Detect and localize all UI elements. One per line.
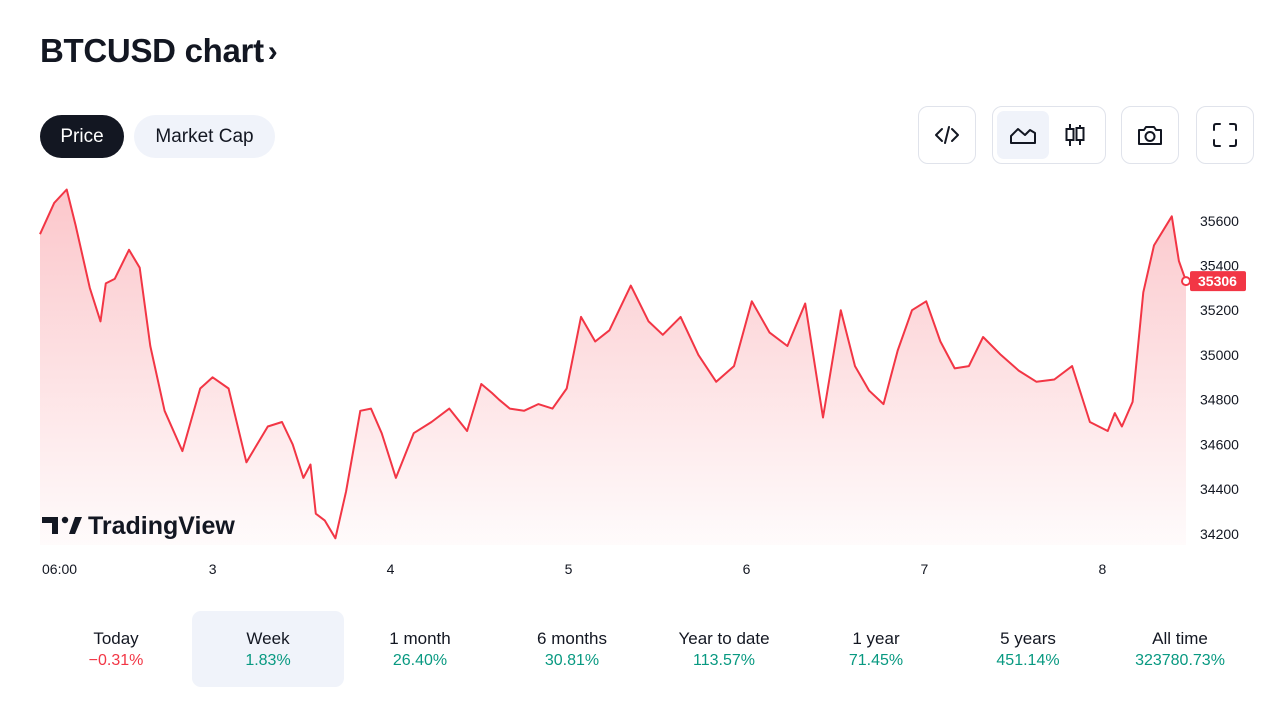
period-label: 5 years: [1000, 628, 1056, 648]
period-change: 451.14%: [996, 651, 1060, 669]
period-6-months[interactable]: 6 months 30.81%: [496, 611, 648, 687]
x-tick-label: 7: [921, 561, 929, 577]
period-change: 1.83%: [245, 651, 291, 669]
y-axis: 34200 34400 34600 34800 35000 35200 35400 35600: [1200, 213, 1239, 542]
x-tick-label: 06:00: [42, 561, 77, 577]
x-tick-label: 6: [743, 561, 751, 577]
x-tick-label: 5: [565, 561, 573, 577]
y-tick-label: 35200: [1200, 302, 1239, 318]
period-all-time[interactable]: All time 323780.73%: [1104, 611, 1256, 687]
fullscreen-button[interactable]: [1196, 106, 1254, 164]
period-change: 30.81%: [544, 651, 600, 669]
last-price-dot: [1181, 276, 1191, 287]
period-change: −0.31%: [88, 651, 144, 669]
period-label: 1 month: [389, 628, 451, 648]
last-price-badge: 35306: [1190, 271, 1246, 292]
candlestick-icon: [1065, 124, 1085, 146]
fullscreen-icon: [1213, 123, 1237, 147]
period-today[interactable]: Today −0.31%: [40, 611, 192, 687]
x-axis: 06:00 3 4 5 6 7 8: [42, 561, 1106, 577]
period-label: Week: [246, 628, 290, 648]
area-chart-button[interactable]: [997, 111, 1049, 159]
tradingview-logo-mark: [42, 516, 82, 534]
chevron-right-icon: ›: [267, 35, 278, 68]
period-1-year[interactable]: 1 year 71.45%: [800, 611, 952, 687]
period-label: 6 months: [537, 628, 607, 648]
period-selector: Today −0.31% Week 1.83% 1 month 26.40% 6 mo…: [40, 611, 1256, 687]
chart-title: BTCUSD chart: [40, 32, 264, 69]
period-1-month[interactable]: 1 month 26.40%: [344, 611, 496, 687]
tradingview-logo-text: TradingView: [88, 512, 235, 540]
period-year-to-date[interactable]: Year to date 113.57%: [648, 611, 800, 687]
period-change: 26.40%: [392, 651, 448, 669]
code-icon: [935, 126, 959, 144]
y-tick-label: 34600: [1200, 436, 1239, 452]
y-tick-label: 34800: [1200, 392, 1239, 408]
period-label: Today: [93, 628, 139, 648]
candles-chart-button[interactable]: [1049, 111, 1101, 159]
x-tick-label: 3: [209, 561, 217, 577]
y-tick-label: 34200: [1200, 526, 1239, 542]
period-5-years[interactable]: 5 years 451.14%: [952, 611, 1104, 687]
x-tick-label: 8: [1098, 561, 1106, 577]
period-label: 1 year: [852, 628, 900, 648]
chart-style-switcher: [992, 106, 1106, 164]
period-change: 71.45%: [848, 651, 904, 669]
y-tick-label: 35600: [1200, 213, 1239, 229]
camera-icon: [1138, 126, 1162, 145]
embed-button[interactable]: [918, 106, 976, 164]
y-tick-label: 34400: [1200, 481, 1239, 497]
tab-market-cap[interactable]: Market Cap: [134, 115, 275, 158]
area-chart-icon: [1010, 128, 1036, 144]
snapshot-button[interactable]: [1121, 106, 1179, 164]
tab-price[interactable]: Price: [40, 115, 124, 158]
tradingview-logo[interactable]: TradingView: [42, 512, 235, 540]
period-week[interactable]: Week 1.83%: [192, 611, 344, 687]
y-tick-label: 35000: [1200, 347, 1239, 363]
period-change: 113.57%: [693, 651, 755, 669]
y-tick-label: 35400: [1200, 257, 1239, 273]
price-line: [39, 188, 1187, 540]
page-title[interactable]: BTCUSD chart ›: [40, 32, 278, 70]
period-label: Year to date: [678, 628, 770, 648]
x-tick-label: 4: [387, 561, 395, 577]
last-price-label: 35306: [1198, 273, 1237, 289]
period-change: 323780.73%: [1135, 651, 1225, 669]
period-label: All time: [1152, 628, 1208, 648]
price-chart[interactable]: 34200 34400 34600 34800 35000 35200 35400 35600…: [0, 180, 1280, 590]
price-area-fill: [40, 189, 1186, 545]
